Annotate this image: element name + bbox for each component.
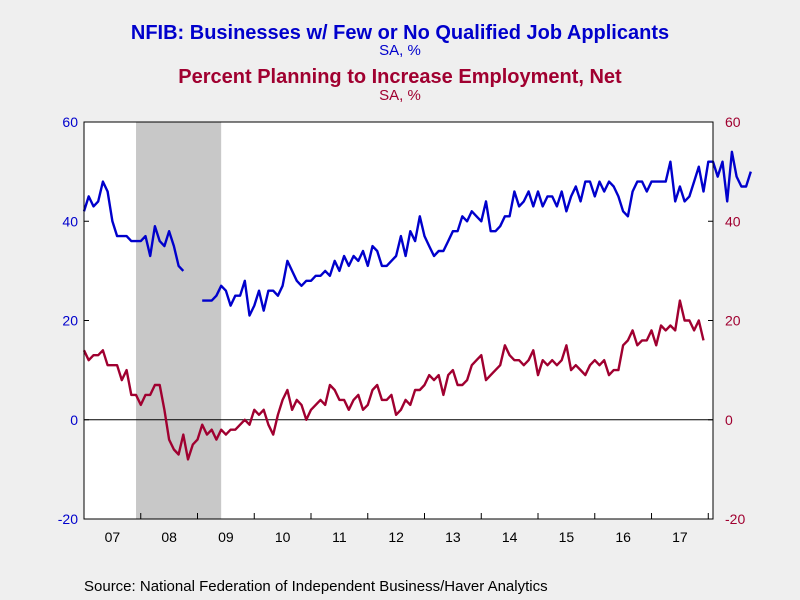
x-axis-label: 15 bbox=[559, 529, 575, 545]
right-axis-label: 0 bbox=[725, 412, 733, 428]
recession-band bbox=[136, 122, 222, 519]
right-axis-label: 60 bbox=[725, 114, 741, 130]
x-axis-label: 12 bbox=[388, 529, 404, 545]
x-axis-label: 10 bbox=[275, 529, 291, 545]
left-axis-label: -20 bbox=[58, 511, 78, 527]
right-axis-label: 20 bbox=[725, 313, 741, 329]
right-axis-label: -20 bbox=[725, 511, 745, 527]
right-axis-label: 40 bbox=[725, 213, 741, 229]
source-note: Source: National Federation of Independe… bbox=[84, 578, 548, 595]
x-axis-label: 13 bbox=[445, 529, 461, 545]
chart-subtitle-series2: SA, % bbox=[379, 87, 421, 104]
x-axis-label: 08 bbox=[161, 529, 177, 545]
x-axis-label: 14 bbox=[502, 529, 518, 545]
left-axis-label: 0 bbox=[70, 412, 78, 428]
x-axis-label: 16 bbox=[615, 529, 631, 545]
series-line-increase-employment bbox=[82, 299, 705, 461]
left-axis-label: 20 bbox=[62, 313, 78, 329]
left-axis-label: 40 bbox=[62, 213, 78, 229]
x-axis-label: 07 bbox=[105, 529, 121, 545]
chart-subtitle-series1: SA, % bbox=[379, 42, 421, 59]
x-axis-label: 11 bbox=[332, 529, 347, 545]
series-line-qualified-applicants bbox=[82, 150, 752, 317]
chart-title-series2: Percent Planning to Increase Employment,… bbox=[178, 66, 622, 88]
left-axis-label: 60 bbox=[62, 114, 78, 130]
x-axis-label: 09 bbox=[218, 529, 234, 545]
x-axis-label: 17 bbox=[672, 529, 688, 545]
chart-title-series1: NFIB: Businesses w/ Few or No Qualified … bbox=[130, 22, 670, 44]
